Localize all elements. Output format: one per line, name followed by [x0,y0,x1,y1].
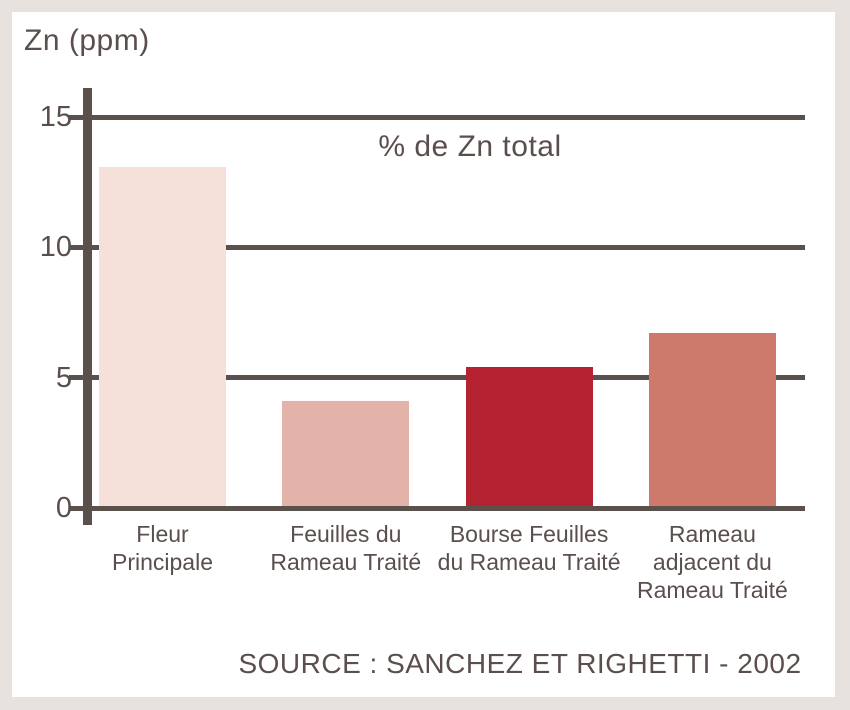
y-tick-15 [69,114,98,120]
bar-label-3: Bourse Feuilles du Rameau Traité [437,521,621,575]
gridline-15 [88,114,805,120]
source-text: SOURCE : SANCHEZ ET RIGHETTI - 2002 [238,648,802,679]
bar-label-1: Fleur Principale [112,521,213,575]
bar-2 [282,401,410,506]
bar-label-2: Feuilles du Rameau Traité [270,521,422,575]
y-tick-0 [69,505,98,511]
bar-1 [99,166,226,506]
bar-4 [648,333,776,506]
y-axis-line [83,88,92,525]
y-axis-unit-label: Zn (ppm) [24,24,150,57]
y-tick-label-5: 5 [55,361,72,394]
gridline-0 [88,505,805,511]
bar-label-4: Rameau adjacent du Rameau Traité [636,521,788,603]
bar-3 [465,367,593,506]
gridline-10 [88,244,805,250]
gridline-5 [88,375,805,381]
chart-title: % de Zn total [378,130,562,163]
y-tick-5 [69,375,98,381]
y-tick-label-10: 10 [39,231,72,264]
y-tick-label-15: 15 [39,101,72,133]
y-tick-10 [69,244,98,250]
y-tick-label-0: 0 [55,492,72,524]
